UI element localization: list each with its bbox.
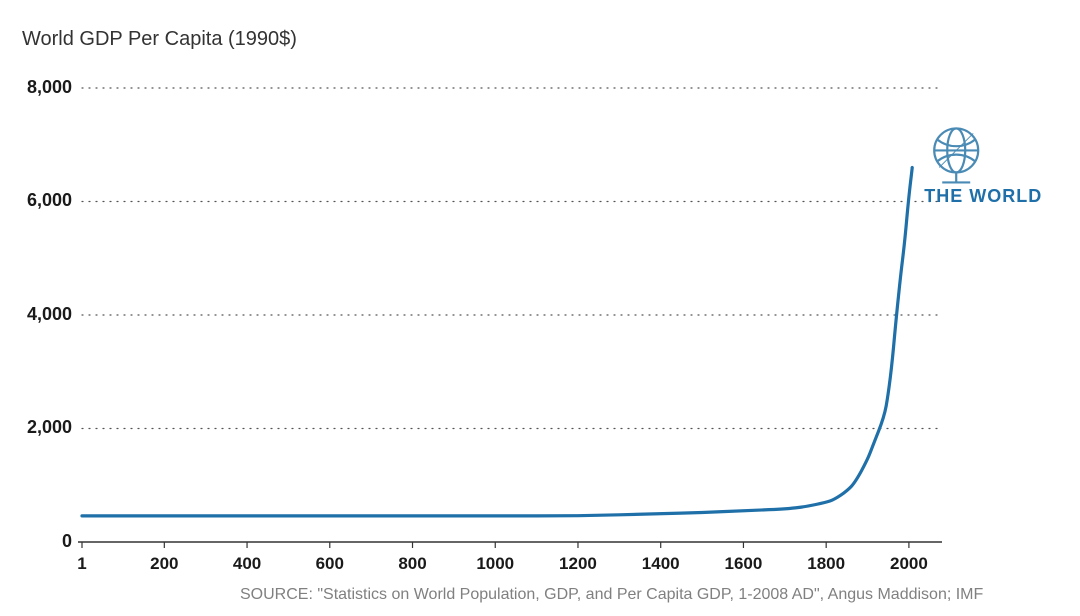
x-tick-label: 1400 <box>621 554 701 574</box>
y-tick-label: 0 <box>2 531 72 552</box>
series-label: THE WORLD <box>924 186 1042 207</box>
x-tick-label: 1200 <box>538 554 618 574</box>
chart-source: SOURCE: "Statistics on World Population,… <box>240 586 983 604</box>
x-tick-label: 1 <box>42 554 122 574</box>
series-line <box>82 167 912 515</box>
x-tick-label: 600 <box>290 554 370 574</box>
y-tick-label: 8,000 <box>2 77 72 98</box>
x-tick-label: 400 <box>207 554 287 574</box>
globe-icon <box>934 128 978 182</box>
x-tick-label: 2000 <box>869 554 949 574</box>
y-tick-label: 6,000 <box>2 190 72 211</box>
chart-title: World GDP Per Capita (1990$) <box>22 28 297 51</box>
x-tick-label: 1800 <box>786 554 866 574</box>
x-tick-label: 1600 <box>703 554 783 574</box>
chart-container: { "chart": { "type": "line", "title": "W… <box>0 0 1080 616</box>
chart-svg <box>0 0 1080 616</box>
x-tick-label: 800 <box>373 554 453 574</box>
x-tick-label: 200 <box>124 554 204 574</box>
y-tick-label: 2,000 <box>2 417 72 438</box>
y-tick-label: 4,000 <box>2 304 72 325</box>
x-tick-label: 1000 <box>455 554 535 574</box>
